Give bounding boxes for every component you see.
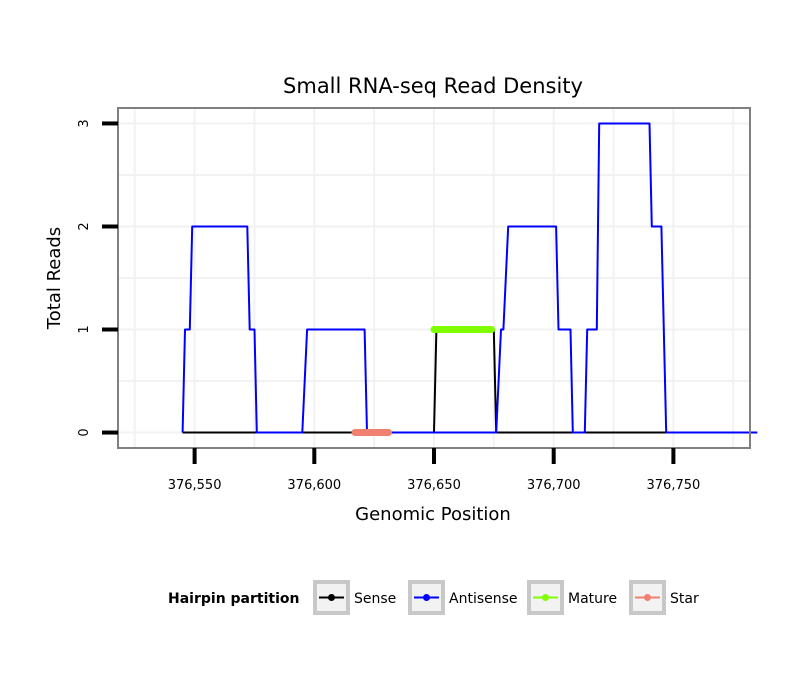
x-tick-label: 376,550 [168, 478, 222, 493]
y-tick-label: 1 [77, 325, 92, 333]
legend-key-point [423, 594, 430, 601]
legend-label: Sense [354, 591, 396, 607]
legend-key-point [644, 594, 651, 601]
x-tick-label: 376,700 [527, 478, 581, 493]
x-tick-label: 376,750 [647, 478, 701, 493]
legend-label: Mature [568, 591, 617, 607]
series-line-antisense [181, 122, 758, 434]
y-tick-label: 0 [77, 428, 92, 436]
y-tick-label: 3 [77, 119, 92, 127]
y-axis: 0 1 2 3 [77, 119, 118, 437]
y-axis-label: Total Reads [44, 227, 65, 330]
series-layer [181, 122, 758, 436]
legend: Hairpin partition Sense Antisense Mature St… [168, 580, 699, 615]
x-tick-label: 376,650 [407, 478, 461, 493]
legend-title: Hairpin partition [168, 591, 299, 607]
x-tick-label: 376,600 [287, 478, 341, 493]
chart-title: Small RNA-seq Read Density [283, 74, 583, 98]
x-axis-label: Genomic Position [355, 504, 511, 525]
legend-key-point [328, 594, 335, 601]
legend-label: Antisense [449, 591, 518, 607]
y-tick-label: 2 [77, 222, 92, 230]
x-axis: 376,550 376,600 376,650 376,700 376,750 [168, 448, 701, 493]
legend-key-point [542, 594, 549, 601]
legend-label: Star [670, 591, 699, 607]
